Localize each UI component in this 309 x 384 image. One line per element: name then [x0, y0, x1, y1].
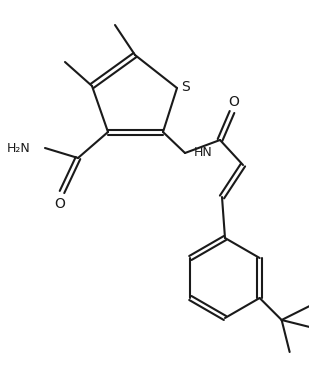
Text: H₂N: H₂N: [7, 141, 31, 154]
Text: S: S: [181, 80, 189, 94]
Text: HN: HN: [194, 146, 213, 159]
Text: O: O: [229, 95, 239, 109]
Text: O: O: [55, 197, 66, 211]
